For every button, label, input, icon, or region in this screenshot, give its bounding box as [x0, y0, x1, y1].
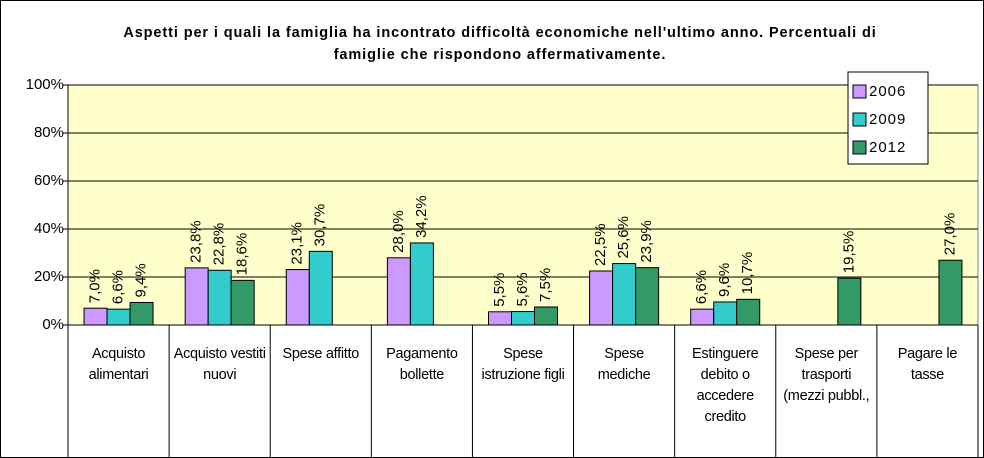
bar: [534, 306, 558, 326]
bar: [635, 267, 660, 326]
data-label: 10,7%: [739, 252, 756, 295]
bar: [230, 279, 255, 326]
data-label: 22,8%: [211, 223, 228, 266]
bar: [106, 308, 131, 326]
data-label: 27,0%: [941, 213, 958, 256]
data-label: 6,6%: [110, 270, 127, 304]
data-label: 30,7%: [312, 204, 329, 247]
data-label: 23,8%: [188, 220, 205, 263]
legend-label: 2012: [869, 139, 906, 156]
x-tick-label: Pagamento bollette: [386, 346, 458, 383]
bar: [129, 301, 154, 326]
bar: [713, 301, 738, 326]
x-tick-label: Spese per trasporti (mezzi pubbl.,: [783, 346, 870, 404]
bar: [386, 257, 411, 326]
legend-swatch: [852, 84, 867, 99]
x-tick-label: Spese mediche: [597, 346, 651, 383]
bar: [207, 269, 232, 326]
x-tick-label: Estinguere debito o accedere credito: [692, 346, 759, 425]
x-tick-label: Pagare le tasse: [897, 346, 958, 383]
data-label: 22,5%: [592, 223, 609, 266]
data-label: 7,5%: [537, 268, 554, 302]
bar: [488, 311, 512, 326]
bar: [83, 307, 108, 326]
bar: [612, 263, 637, 326]
data-label: 9,4%: [133, 263, 150, 297]
bar: [184, 267, 209, 326]
bar: [736, 298, 761, 326]
data-label: 6,6%: [693, 270, 710, 304]
data-label: 25,6%: [615, 216, 632, 259]
data-label: 7,0%: [87, 269, 104, 303]
data-label: 5,5%: [491, 273, 508, 307]
legend-label: 2006: [869, 83, 906, 100]
y-tick-label: 80%: [34, 124, 64, 141]
data-label: 9,6%: [716, 263, 733, 297]
data-label: 19,5%: [840, 231, 857, 274]
bar: [690, 308, 715, 326]
data-label: 5,6%: [514, 272, 531, 306]
bar: [308, 250, 333, 326]
legend-swatch: [852, 140, 867, 155]
bar: [285, 269, 310, 326]
x-tick-label: Spese affitto: [282, 346, 360, 362]
bar: [589, 270, 614, 326]
y-tick-label: 60%: [34, 172, 64, 189]
chart-title: Aspetti per i quali la famiglia ha incon…: [123, 25, 877, 63]
data-label: 34,2%: [413, 195, 430, 238]
data-label: 28,0%: [390, 210, 407, 253]
x-tick-label: Spese istruzione figli: [481, 346, 565, 383]
legend-swatch: [852, 112, 867, 127]
y-tick-label: 40%: [34, 220, 64, 237]
bar: [938, 259, 963, 326]
y-tick-label: 0%: [42, 316, 64, 333]
legend-label: 2009: [869, 111, 906, 128]
data-label: 18,6%: [234, 233, 251, 276]
x-tick-label: Acquisto vestiti nuovi: [173, 346, 266, 383]
x-tick-label: Acquisto alimentari: [88, 346, 149, 383]
y-tick-label: 20%: [34, 268, 64, 285]
data-label: 23,1%: [289, 222, 306, 265]
bar: [511, 311, 535, 326]
y-tick-label: 100%: [26, 76, 64, 93]
bar: [409, 242, 434, 326]
data-label: 23,9%: [638, 220, 655, 263]
bar: [837, 277, 862, 326]
